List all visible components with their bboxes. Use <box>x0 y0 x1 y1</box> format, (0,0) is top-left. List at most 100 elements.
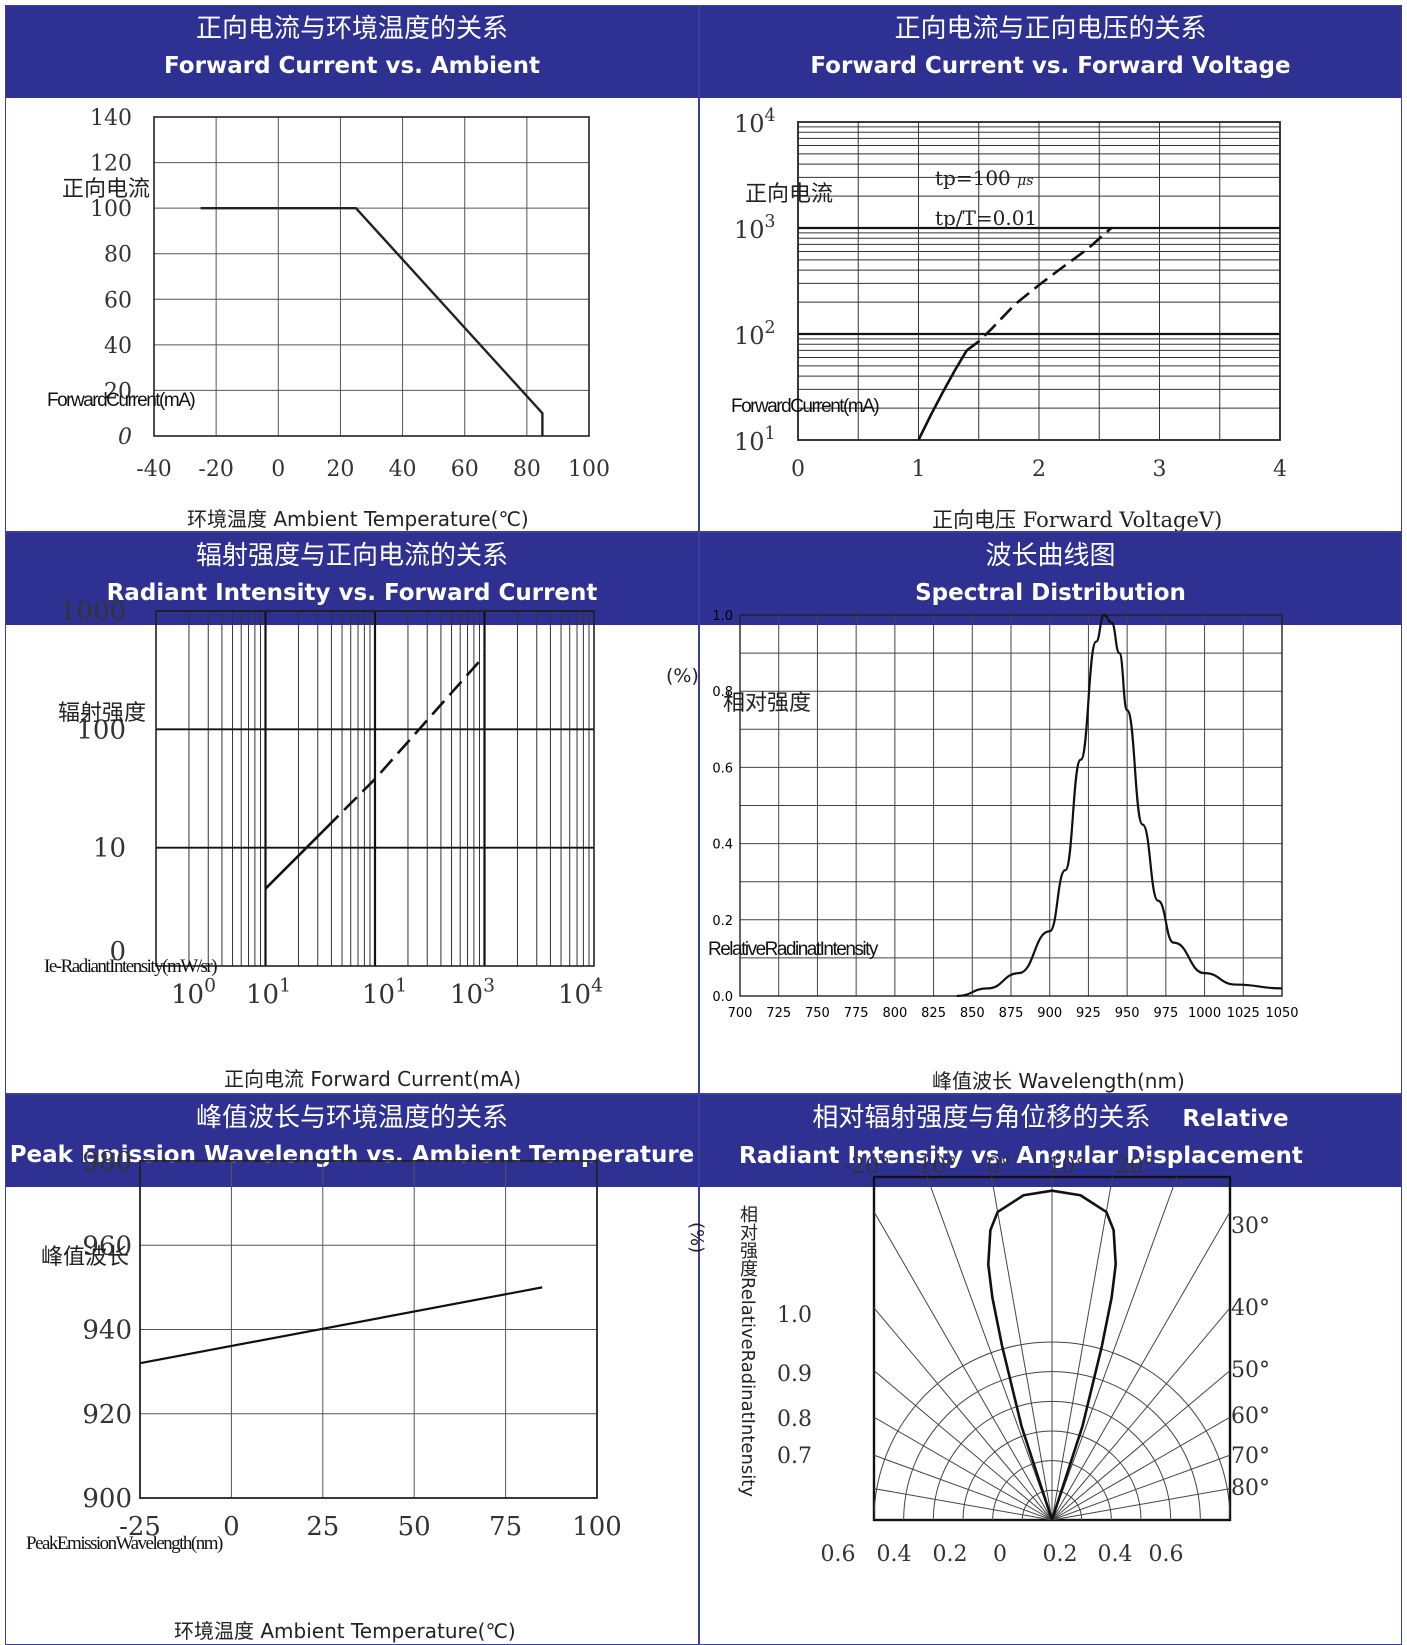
polar-spoke <box>874 1210 1053 1520</box>
y-tick-label: 1.0 <box>712 609 733 624</box>
y-tick-label-exponent: 4 <box>765 106 776 126</box>
title-zh: 辐射强度与正向电流的关系 <box>195 541 508 571</box>
y-tick-label: 0.6 <box>712 761 733 776</box>
radial-tick-label: 0.8 <box>777 1407 812 1432</box>
x-tick-label: 60 <box>451 457 479 482</box>
panel-header: 正向电流与环境温度的关系 Forward Current vs. Ambient <box>6 6 698 98</box>
y-tick-label: 960 <box>82 1231 132 1261</box>
x-tick-label: 0.6 <box>1149 1542 1184 1567</box>
x-axis-label: 峰值波长 Wavelength(nm) <box>932 1069 1185 1093</box>
x-tick-label: 725 <box>766 1006 791 1021</box>
x-tick-label: -20 <box>198 457 233 482</box>
radial-tick-label: 0.9 <box>777 1362 812 1387</box>
y-tick-label: 900 <box>82 1484 132 1514</box>
x-tick-label: 0 <box>993 1542 1007 1567</box>
chart-peak-wavelength: 900 920 940 960 980 -25 0 25 50 75 100 <box>82 1147 622 1542</box>
polar-spoke <box>1051 1177 1178 1520</box>
polar-spoke <box>1051 1177 1113 1520</box>
polar-spoke <box>1051 1369 1230 1520</box>
x-tick-label-exponent: 1 <box>279 975 291 996</box>
polar-spoke <box>1051 1454 1230 1520</box>
y-axis-label-en: Ie-RadiantIntensity(mW/sr) <box>44 956 218 977</box>
y-axis-label-zh: 正向电流 <box>745 182 834 207</box>
x-tick-label: 104 <box>558 975 603 1010</box>
x-tick-label: 4 <box>1273 457 1287 482</box>
y-tick-label: 1000 <box>60 597 126 627</box>
x-tick-label: -40 <box>136 457 171 482</box>
panel-header: 正向电流与正向电压的关系 Forward Current vs. Forward… <box>700 6 1401 98</box>
x-tick-label: 50 <box>398 1512 431 1542</box>
x-tick-label: 875 <box>999 1006 1024 1021</box>
polar-spoke <box>874 1416 1053 1520</box>
x-tick-label: 0.4 <box>877 1542 912 1567</box>
x-tick-label: 0 <box>791 457 805 482</box>
y-axis-label-en: PeakEmissionWavelength(nm) <box>26 1533 223 1554</box>
y-tick-label: 0.0 <box>712 990 733 1005</box>
series-line-dashed <box>965 227 1113 352</box>
angle-tick-right: 70° <box>1231 1444 1270 1469</box>
x-tick-label-exponent: 3 <box>483 975 495 996</box>
panel-header: 辐射强度与正向电流的关系 Radiant Intensity vs. Forwa… <box>6 533 698 625</box>
x-tick-label: 0.4 <box>1098 1542 1133 1567</box>
y-tick-label: 10 <box>93 834 126 864</box>
polar-grid <box>874 1177 1230 1520</box>
title-zh: 正向电流与环境温度的关系 <box>195 14 508 44</box>
x-tick-label: 950 <box>1115 1006 1140 1021</box>
plot-frame <box>155 610 595 967</box>
panel-spectral-distribution: 波长曲线图 Spectral Distribution 0.0 0.2 0.4 0.6… <box>699 532 1402 1094</box>
polar-spoke <box>1051 1488 1230 1520</box>
y-axis-label-en: RelativeRadinatIntensity <box>708 939 878 960</box>
panel-forward-current-vs-voltage: 正向电流与正向电压的关系 Forward Current vs. Forward… <box>699 5 1402 532</box>
x-tick-label: 700 <box>728 1006 753 1021</box>
angle-tick-top: 0° <box>987 1154 1012 1179</box>
x-axis-label: 环境温度 Ambient Temperature(℃) <box>174 1619 516 1643</box>
x-tick-label: 900 <box>1037 1006 1062 1021</box>
radial-tick-label: 1.0 <box>777 1303 812 1328</box>
x-tick-label: 80 <box>513 457 541 482</box>
angle-tick-right: 30° <box>1231 1214 1270 1239</box>
x-tick-label: 2 <box>1032 457 1046 482</box>
angle-tick-right: 50° <box>1231 1358 1270 1383</box>
polar-spoke <box>991 1177 1053 1520</box>
y-tick-label: 100 <box>76 715 126 745</box>
y-tick-label: 0 <box>109 937 126 967</box>
x-tick-label: 1025 <box>1227 1006 1260 1021</box>
polar-spoke <box>874 1369 1053 1520</box>
x-tick-label: 100 <box>572 1512 622 1542</box>
chart-forward-current-ambient: 0 20 40 60 80 100 120 140 -40 -20 0 20 40 60 80 100 <box>90 106 610 482</box>
series-line <box>200 206 544 436</box>
title-zh-text: 相对辐射强度与角位移的关系 <box>812 1103 1151 1133</box>
y-tick-label-exponent: 2 <box>765 318 776 338</box>
x-tick-label: 0 <box>271 457 285 482</box>
y-tick-label: 60 <box>104 288 132 313</box>
y-tick-label: 80 <box>104 243 132 268</box>
y-tick-label: 104 <box>734 106 776 138</box>
y-tick-label-exponent: 1 <box>765 424 776 444</box>
polar-spoke <box>1051 1416 1230 1520</box>
plot-frame <box>797 121 1281 441</box>
x-tick-label-exponent: 1 <box>395 975 407 996</box>
title-en: Radiant Intensity vs. Forward Current <box>106 580 598 606</box>
y-tick-label: 0.2 <box>712 914 733 929</box>
angle-tick-top: 10° <box>1048 1154 1087 1179</box>
plot-frame <box>739 614 1283 997</box>
x-tick-label: 3 <box>1153 457 1167 482</box>
x-tick-label: 1 <box>912 457 926 482</box>
y-axis-label-vertical: 相对强度RelativeRadinatIntensity <box>737 1205 758 1497</box>
x-tick-label: 1050 <box>1265 1006 1298 1021</box>
x-tick-label: 40 <box>389 457 417 482</box>
panel-header: 峰值波长与环境温度的关系 Peak Emission Wavelength vs… <box>6 1095 698 1187</box>
y-tick-label: 120 <box>90 152 132 177</box>
title-en: Forward Current vs. Ambient <box>164 53 540 79</box>
radial-tick-label: 0.7 <box>777 1444 812 1469</box>
y-tick-label: 0.8 <box>712 685 733 700</box>
y-axis-label-zh: 正向电流 <box>62 177 151 202</box>
x-tick-label: 850 <box>960 1006 985 1021</box>
y-tick-label: 140 <box>90 106 132 131</box>
y-axis-percent-p6: (%) <box>686 1222 707 1254</box>
x-tick-label-exponent: 4 <box>591 975 603 996</box>
x-tick-label: 103 <box>450 975 495 1010</box>
polar-spoke <box>874 1488 1053 1520</box>
